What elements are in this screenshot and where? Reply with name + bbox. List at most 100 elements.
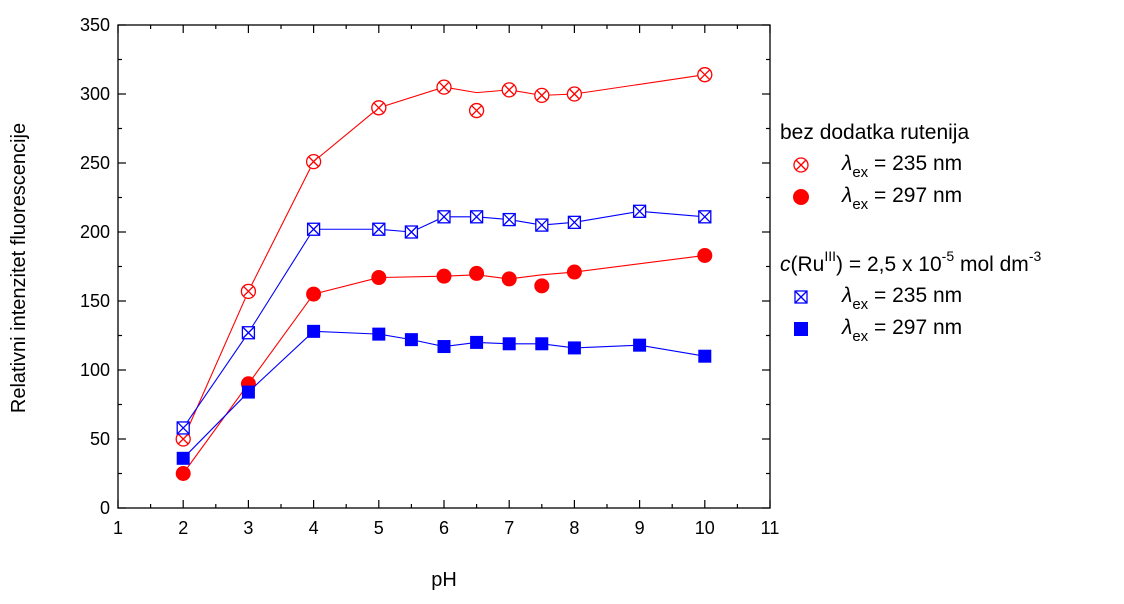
series-line [182, 210, 705, 429]
data-point [175, 466, 191, 481]
data-point [469, 210, 484, 224]
data-point [305, 153, 322, 170]
marker-cross [568, 88, 580, 100]
data-point [241, 326, 256, 340]
x-tick-label: 6 [439, 518, 449, 538]
data-point [567, 215, 582, 229]
data-point [372, 222, 386, 236]
circle-x-marker-icon [793, 157, 809, 173]
x-tick-label: 3 [243, 518, 253, 538]
data-point [469, 265, 485, 281]
marker-cross [503, 84, 515, 96]
data-point [371, 270, 387, 286]
data-point [241, 385, 255, 399]
marker-cross [567, 215, 581, 229]
marker-cross [470, 210, 484, 224]
y-axis: 0 50 100 150 200 250 300 350 [80, 15, 770, 518]
marker-cross [633, 204, 647, 218]
data-point [567, 341, 581, 355]
marker-cross [698, 210, 712, 224]
filled-circle-marker-icon [793, 189, 809, 205]
x-tick-label: 8 [569, 518, 579, 538]
y-tick-label: 150 [80, 291, 110, 311]
y-axis-title: Relativni intenzitet fluorescencije [8, 123, 30, 413]
legend-item-ru-235: λex = 235 nm [780, 280, 1120, 313]
data-point [372, 327, 386, 341]
series-line [182, 74, 705, 440]
data-point [306, 286, 322, 302]
legend-group2-title: c(RuIII) = 2,5 x 10-5 mol dm-3 [780, 248, 1042, 276]
series-line [182, 254, 705, 474]
data-point [306, 222, 321, 236]
data-point [240, 283, 257, 299]
data-point [307, 324, 321, 338]
data-point [175, 431, 191, 447]
data-point [698, 349, 712, 363]
marker-cross [307, 222, 321, 236]
data-point [176, 451, 190, 465]
legend-item-ru-297: λex = 297 nm [780, 312, 1120, 345]
marker-cross [176, 421, 190, 435]
marker-cross [177, 433, 189, 445]
legend-label: λex = 297 nm [842, 184, 963, 213]
data-point [404, 333, 418, 347]
data-point [566, 86, 583, 102]
marker-cross [471, 105, 483, 117]
data-point [697, 67, 713, 83]
data-point [534, 278, 550, 294]
series-layer [175, 67, 713, 481]
data-point [468, 102, 485, 119]
marker-cross [373, 102, 385, 114]
marker-cross [535, 218, 549, 232]
marker-cross [372, 222, 386, 236]
data-point [437, 210, 451, 224]
marker-cross [437, 210, 451, 224]
data-point [501, 82, 517, 98]
y-tick-label: 350 [80, 15, 110, 35]
data-point [501, 271, 517, 287]
data-point [632, 204, 647, 218]
filled-square-marker-icon [794, 322, 808, 336]
x-axis-title: pH [431, 569, 457, 591]
x-tick-label: 11 [761, 518, 780, 538]
marker-cross [502, 213, 516, 227]
data-point [633, 338, 647, 352]
marker-cross [308, 156, 320, 168]
data-point [176, 421, 190, 435]
x-tick-label: 5 [374, 518, 384, 538]
legend-label: λex = 297 nm [842, 316, 963, 345]
data-point [534, 87, 550, 104]
data-point [437, 340, 451, 354]
legend: bez dodatka rutenija λex = 235 nm λex = … [780, 118, 1120, 345]
marker-cross [699, 69, 711, 81]
data-point [436, 268, 452, 284]
data-point [470, 335, 484, 349]
series-line [182, 330, 705, 459]
data-point [371, 100, 387, 116]
x-axis: 1 2 3 4 5 6 7 8 9 10 11 [113, 25, 779, 538]
marker-cross [242, 285, 254, 297]
data-point [535, 218, 549, 232]
plot-area [117, 24, 771, 509]
data-point [535, 337, 549, 351]
data-point [436, 79, 452, 95]
y-tick-label: 0 [100, 498, 110, 518]
x-tick-label: 2 [178, 518, 188, 538]
legend-label: λex = 235 nm [842, 284, 963, 313]
series-ru-235 [176, 204, 712, 435]
x-tick-label: 1 [113, 518, 123, 538]
legend-group1-title: bez dodatka rutenija [780, 121, 970, 144]
plot-frame [117, 24, 771, 509]
y-tick-label: 50 [90, 429, 110, 449]
data-point [698, 210, 712, 224]
legend-label: λex = 235 nm [842, 152, 963, 181]
data-point [502, 212, 516, 227]
x-tick-label: 10 [695, 518, 715, 538]
series-bez-297 [175, 247, 713, 481]
y-tick-label: 300 [80, 84, 110, 104]
data-point [404, 225, 419, 239]
marker-cross [536, 89, 548, 101]
x-tick-label: 9 [635, 518, 645, 538]
data-point [697, 247, 713, 263]
